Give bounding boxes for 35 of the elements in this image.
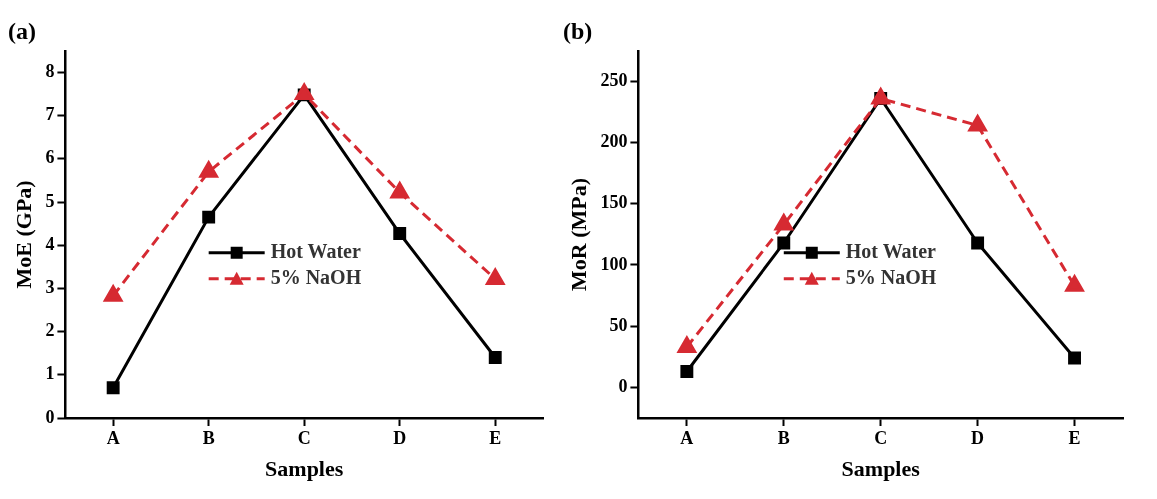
y-tick-label: 200 [600,131,628,152]
y-tick-label: 5 [45,190,55,211]
x-tick-label: D [971,428,985,449]
legend-label: Hot Water [270,239,361,262]
chart-title: (b) [563,17,593,44]
x-tick-label: A [680,428,694,449]
legend-label: 5% NaOH [270,265,362,288]
y-axis-title: MoR (MPa) [565,177,591,291]
y-tick-label: 2 [45,320,55,341]
chart-title: (a) [8,17,36,44]
x-tick-label: A [106,428,120,449]
y-tick-label: 100 [600,253,628,274]
y-tick-label: 250 [600,70,628,91]
x-tick-label: E [1068,428,1081,449]
y-tick-label: 6 [45,147,55,168]
y-tick-label: 8 [45,61,55,82]
legend-label: 5% NaOH [845,265,937,288]
x-tick-label: E [489,428,502,449]
y-tick-label: 0 [45,406,55,427]
x-tick-label: C [297,428,311,449]
x-tick-label: C [874,428,888,449]
y-tick-label: 3 [45,277,55,298]
y-tick-label: 150 [600,192,628,213]
y-tick-label: 7 [45,104,55,125]
y-tick-label: 1 [45,363,55,384]
x-axis-title: Samples [841,456,921,482]
y-tick-label: 0 [618,376,628,397]
x-axis-title: Samples [265,456,344,482]
x-tick-label: D [393,428,407,449]
legend-label: Hot Water [845,239,937,262]
y-tick-label: 4 [45,233,55,254]
x-tick-label: B [202,428,215,449]
y-axis-title: MoE (GPa) [10,180,36,289]
y-tick-label: 50 [609,314,628,335]
x-tick-label: B [777,428,790,449]
